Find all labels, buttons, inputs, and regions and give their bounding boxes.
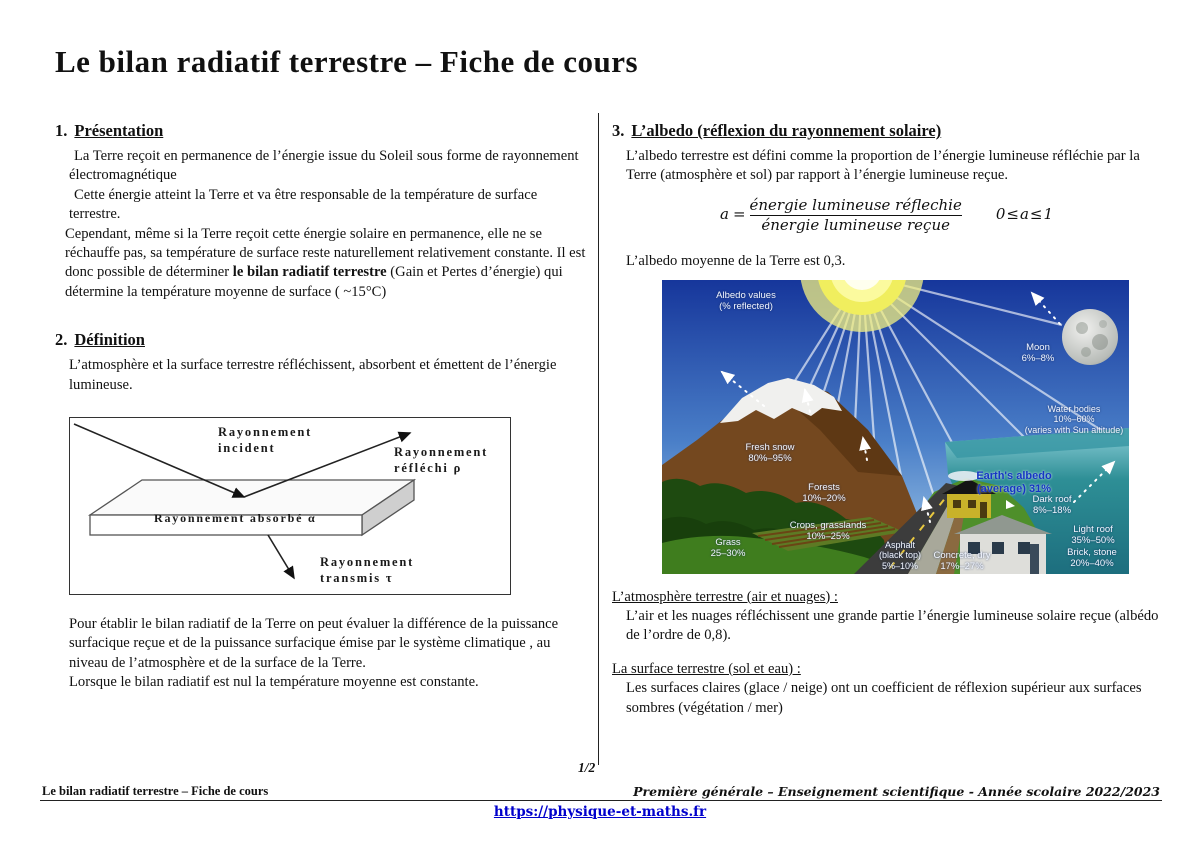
bold-bilan-radiatif: le bilan radiatif terrestre: [232, 264, 387, 281]
right-column: 3. L’albedo (réflexion du rayonnement sol…: [612, 120, 1162, 718]
formula-denominator: énergie lumineuse reçue: [749, 214, 962, 235]
presentation-paragraph-1: La Terre reçoit en permanence de l’énerg…: [69, 147, 579, 184]
radiation-diagram-shapes: [73, 423, 417, 580]
diagram-label-transmitted: Rayonnement transmis τ: [320, 554, 415, 586]
website-link[interactable]: https://physique-et-maths.fr: [493, 804, 707, 820]
radiation-diagram: Rayonnement incident Rayonnement réfléch…: [69, 416, 511, 595]
surface-subheading: La surface terrestre (sol et eau) :: [612, 660, 801, 677]
presentation-paragraph-3: Cependant, même si la Terre reçoit cette…: [65, 225, 586, 300]
section-1-heading: 1. Présentation: [55, 120, 589, 142]
section-1-title: Présentation: [74, 121, 164, 140]
page-title: Le bilan radiatif terrestre – Fiche de c…: [55, 44, 639, 79]
section-1-number: 1.: [55, 121, 68, 140]
left-column: 1. Présentation La Terre reçoit en perman…: [55, 120, 589, 693]
section-2-title: Définition: [74, 330, 145, 350]
footer-course-info: Première générale – Enseignement scienti…: [633, 784, 1160, 799]
surface-text: Les surfaces claires (glace / neige) ont…: [626, 680, 1142, 716]
diagram-label-absorbed: Rayonnement absorbé α: [154, 510, 317, 525]
section-2-number: 2.: [55, 330, 68, 350]
figure-label-light-roof: Light roof 35%–50%: [1071, 523, 1115, 546]
albedo-formula: a = énergie lumineuse réflechie énergie l…: [612, 196, 1162, 235]
albedo-figure: Albedo values (% reflected) Moon 6%–8% W…: [662, 279, 1129, 574]
formula-numerator: énergie lumineuse réflechie: [749, 195, 962, 214]
section-3-title: L’albedo (réflexion du rayonnement solai…: [631, 121, 942, 140]
diagram-label-incident: Rayonnement incident: [218, 424, 313, 456]
figure-label-dark-roof: Dark roof 8%–18%: [1032, 493, 1072, 516]
figure-label-fresh-snow: Fresh snow 80%–95%: [745, 441, 795, 464]
footer-link-container: https://physique-et-maths.fr: [0, 803, 1200, 821]
footer-rule: [40, 800, 1162, 801]
atmosphere-subheading: L’atmosphère terrestre (air et nuages) :: [612, 588, 838, 605]
figure-label-asphalt: Asphalt (black top) 5%–10%: [878, 539, 922, 571]
definition-paragraph-3: Lorsque le bilan radiatif est nul la tem…: [69, 674, 479, 691]
figure-label-albedo-values: Albedo values (% reflected): [716, 289, 776, 312]
definition-paragraph-1: L’atmosphère et la surface terrestre réf…: [69, 357, 557, 393]
section-3-heading: 3. L’albedo (réflexion du rayonnement sol…: [612, 120, 1162, 142]
figure-label-crops: Crops, grasslands 10%–25%: [789, 519, 867, 542]
formula-equals: =: [732, 205, 746, 224]
section-2-heading: 2. Définition: [55, 329, 589, 351]
albedo-paragraph-1: L’albedo terrestre est défini comme la p…: [626, 147, 1140, 184]
figure-label-forests: Forests 10%–20%: [802, 481, 846, 504]
albedo-figure-art: [662, 279, 1129, 574]
formula-range: 0≤a≤1: [995, 205, 1055, 224]
presentation-paragraph-2: Cette énergie atteint la Terre et va êtr…: [69, 186, 538, 223]
section-3-number: 3.: [612, 121, 625, 140]
figure-label-water-bodies: Water bodies 10%–60% (varies with Sun al…: [1024, 403, 1124, 435]
albedo-paragraph-2: L’albedo moyenne de la Terre est 0,3.: [626, 253, 846, 270]
figure-label-brick-stone: Brick, stone 20%–40%: [1067, 546, 1117, 569]
figure-label-concrete: Concrete, dry 17%–27%: [933, 549, 991, 572]
footer-document-title: Le bilan radiatif terrestre – Fiche de c…: [42, 784, 269, 798]
figure-label-moon: Moon 6%–8%: [1021, 341, 1055, 364]
page-number: 1/2: [578, 760, 596, 775]
figure-label-earth-albedo: Earth's albedo (average) 31%: [976, 469, 1052, 495]
column-divider: [598, 113, 599, 765]
diagram-label-reflected: Rayonnement réfléchi ρ: [394, 444, 489, 476]
definition-paragraph-2: Pour établir le bilan radiatif de la Ter…: [69, 615, 559, 671]
atmosphere-text: L’air et les nuages réfléchissent une gr…: [626, 608, 1159, 644]
figure-label-grass: Grass 25–30%: [710, 536, 746, 559]
formula-lhs: a: [719, 205, 729, 224]
